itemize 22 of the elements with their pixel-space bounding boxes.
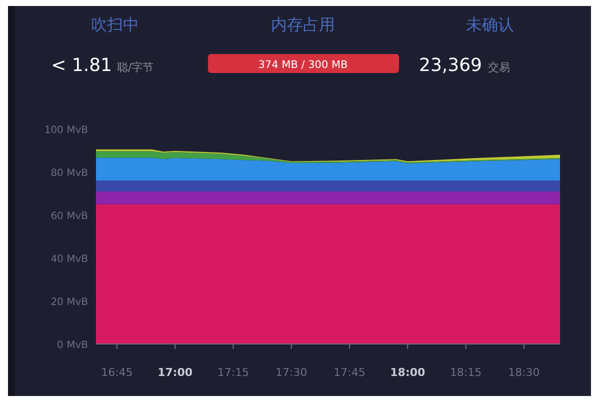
x-tick-label: 18:15 — [450, 366, 482, 379]
x-tick-label: 17:15 — [217, 366, 250, 379]
x-tick-label: 18:30 — [508, 366, 540, 379]
x-tick-label: 17:45 — [334, 366, 366, 379]
y-tick-label: 100 MvB — [44, 125, 88, 136]
text: 交易 — [488, 61, 510, 74]
y-tick-label: 40 MvB — [50, 254, 88, 265]
text: 聪/字节 — [117, 61, 154, 74]
y-tick-label: 80 MvB — [50, 168, 88, 179]
x-tick-label: 16:45 — [101, 366, 133, 379]
text: < 1.81 — [51, 55, 112, 76]
text: 374 MB / 300 MB — [258, 59, 348, 71]
y-tick-label: 60 MvB — [50, 211, 88, 222]
x-tick-label: 17:00 — [158, 366, 193, 379]
y-tick-label: 20 MvB — [50, 297, 88, 308]
text: 吹扫中 — [91, 15, 139, 34]
text: 内存占用 — [271, 15, 335, 34]
x-tick-label: 18:00 — [390, 366, 426, 379]
text: 未确认 — [466, 15, 514, 34]
y-tick-label: 0 MvB — [57, 340, 88, 351]
x-tick-label: 17:30 — [276, 366, 308, 379]
text: 23,369 — [419, 55, 482, 76]
